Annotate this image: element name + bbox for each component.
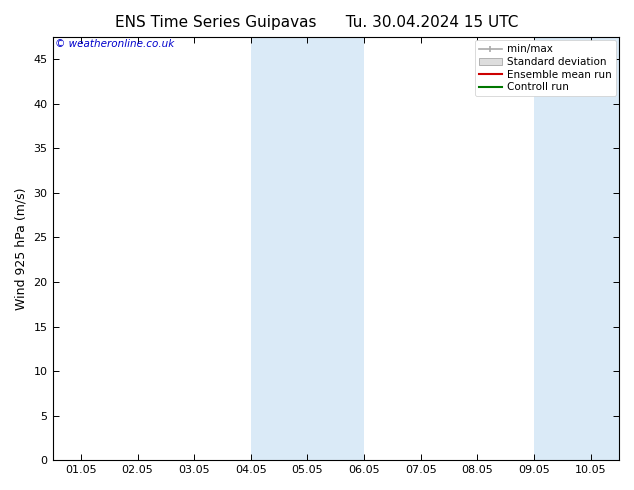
Text: ENS Time Series Guipavas      Tu. 30.04.2024 15 UTC: ENS Time Series Guipavas Tu. 30.04.2024 … xyxy=(115,15,519,30)
Bar xyxy=(251,37,364,460)
Legend: min/max, Standard deviation, Ensemble mean run, Controll run: min/max, Standard deviation, Ensemble me… xyxy=(475,40,616,97)
Text: © weatheronline.co.uk: © weatheronline.co.uk xyxy=(55,39,174,49)
Bar xyxy=(534,37,619,460)
Y-axis label: Wind 925 hPa (m/s): Wind 925 hPa (m/s) xyxy=(15,187,28,310)
